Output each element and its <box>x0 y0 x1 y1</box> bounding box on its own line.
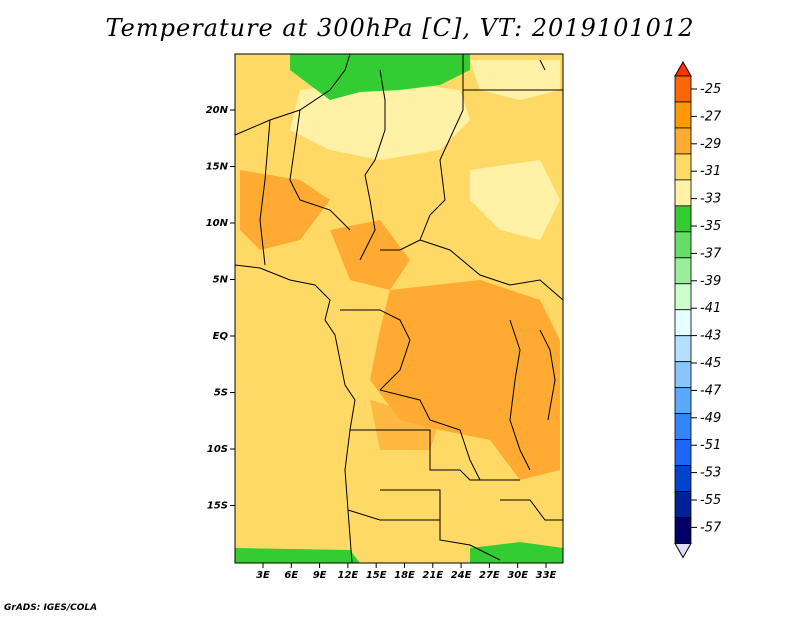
colorbar-label: -51 <box>700 438 721 453</box>
lon-tick-label: 3E <box>256 570 270 581</box>
warm-region-congo <box>370 280 560 480</box>
country-borders <box>234 53 564 564</box>
colorbar-swatch <box>674 439 692 466</box>
warm-region-west <box>240 170 330 250</box>
colorbar-label: -47 <box>700 383 722 398</box>
lon-tick-label: 18E <box>394 570 415 581</box>
footer-credit: GrADS: IGES/COLA <box>4 603 98 613</box>
colorbar-label: -57 <box>700 520 722 535</box>
colorbar-swatch <box>674 257 692 285</box>
colorbar-label: -45 <box>700 356 721 371</box>
colorbar-label: -31 <box>700 164 721 179</box>
colorbar-swatch <box>674 153 692 181</box>
cool-region-east <box>470 160 560 240</box>
colorbar-swatch <box>674 179 692 207</box>
colorbar-swatch <box>674 335 692 363</box>
colorbar-label: -55 <box>700 493 721 508</box>
longitude-axis: 3E 6E 9E 12E 15E 18E 21E 24E 27E 30E 33E <box>256 563 557 581</box>
colorbar-swatch <box>674 283 692 311</box>
colorbar-swatch <box>674 127 692 155</box>
lat-tick-label: 10S <box>207 444 228 455</box>
lon-tick-label: 12E <box>338 570 359 581</box>
map-panel <box>234 53 564 564</box>
lat-tick-label: 5N <box>213 275 229 286</box>
colorbar-label: -25 <box>700 82 721 97</box>
colorbar-label: -35 <box>700 219 721 234</box>
lat-tick-label: 15S <box>207 501 228 512</box>
latitude-axis: 20N 15N 10N 5N EQ 5S 10S 15S <box>206 105 235 512</box>
colorbar-bottom-arrow <box>674 543 692 559</box>
colorbar-swatch <box>674 205 692 233</box>
cold-region-north <box>290 54 470 100</box>
colorbar: -25 -27 -29 -31 -33 -35 -37 -39 -41 -43 -45 -47 -49 -… <box>674 60 722 559</box>
lon-tick-label: 6E <box>284 570 298 581</box>
cold-region-south-west <box>235 548 360 563</box>
cool-region-north <box>290 80 470 160</box>
warm-region-south <box>370 400 440 450</box>
lon-tick-label: 15E <box>366 570 387 581</box>
cold-region-south-east <box>470 542 563 563</box>
lon-tick-label: 33E <box>536 570 557 581</box>
colorbar-swatch <box>674 101 692 129</box>
map-frame <box>234 53 564 564</box>
colorbar-swatch <box>674 465 692 492</box>
colorbar-top-arrow <box>674 60 692 77</box>
colorbar-swatch <box>674 361 692 389</box>
colorbar-swatch <box>674 491 692 518</box>
colorbar-label: -33 <box>700 192 721 207</box>
colorbar-label: -27 <box>700 109 722 124</box>
lon-tick-label: 9E <box>313 570 327 581</box>
lon-tick-label: 27E <box>479 570 500 581</box>
colorbar-swatch <box>674 413 692 441</box>
colorbar-label: -49 <box>700 411 721 426</box>
chart-title: Temperature at 300hPa [C], VT: 201910101… <box>105 14 695 42</box>
colorbar-swatch <box>674 387 692 415</box>
lat-tick-label: 15N <box>206 162 229 173</box>
colorbar-swatch <box>674 231 692 259</box>
colorbar-label: -29 <box>700 137 721 152</box>
lat-tick-label: 5S <box>214 388 228 399</box>
colorbar-label: -43 <box>700 329 721 344</box>
lat-tick-label: 10N <box>206 218 229 229</box>
lat-tick-label: 20N <box>206 105 229 116</box>
colorbar-label: -41 <box>700 301 721 316</box>
colorbar-label: -37 <box>700 246 722 261</box>
colorbar-label: -39 <box>700 274 721 289</box>
colorbar-swatch <box>674 517 692 544</box>
colorbar-swatch <box>674 75 692 103</box>
warm-region-central <box>330 220 410 290</box>
lon-tick-label: 24E <box>451 570 472 581</box>
colorbar-label: -53 <box>700 466 721 481</box>
lon-tick-label: 30E <box>507 570 528 581</box>
lon-tick-label: 21E <box>422 570 443 581</box>
colorbar-swatch <box>674 309 692 337</box>
lat-tick-label: EQ <box>213 331 229 342</box>
